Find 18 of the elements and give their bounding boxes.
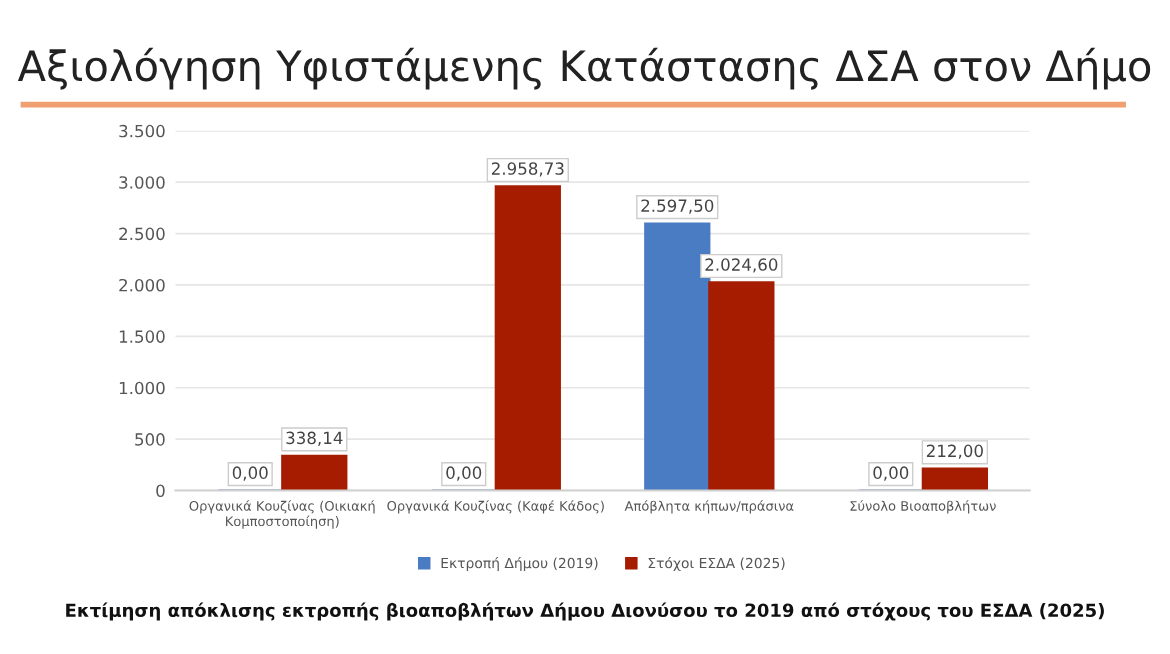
data-label: 2.958,73 (491, 162, 564, 177)
y-tick-label: 0 (156, 484, 165, 498)
data-label: 0,00 (446, 466, 482, 481)
chart-title: Αξιολόγηση Υφιστάμενης Κατάστασης ΔΣΑ στον Δήμο (17, 47, 1151, 90)
y-tick-label: 2.500 (119, 227, 165, 241)
y-tick-label: 3.000 (119, 176, 165, 189)
text: Εκτίμηση απόκλισης εκτροπής βιοαποβλήτων Δήμου Διονύσου το 2019 από στόχους του ΕΣΔΑ (2025) (66, 602, 1104, 621)
data-label: 212,00 (926, 444, 983, 459)
y-tick-label: 1.500 (119, 330, 165, 343)
data-label: 2.597,50 (641, 199, 714, 214)
data-label: 0,00 (232, 466, 268, 481)
data-label: 2.024,60 (705, 258, 778, 273)
data-label: 0,00 (873, 466, 909, 481)
data-label: 338,14 (286, 431, 343, 446)
y-tick-label: 2.000 (119, 278, 165, 292)
y-tick-label: 500 (135, 433, 165, 446)
y-tick-label: 3.500 (119, 124, 165, 138)
y-tick-label: 1.000 (119, 381, 165, 395)
